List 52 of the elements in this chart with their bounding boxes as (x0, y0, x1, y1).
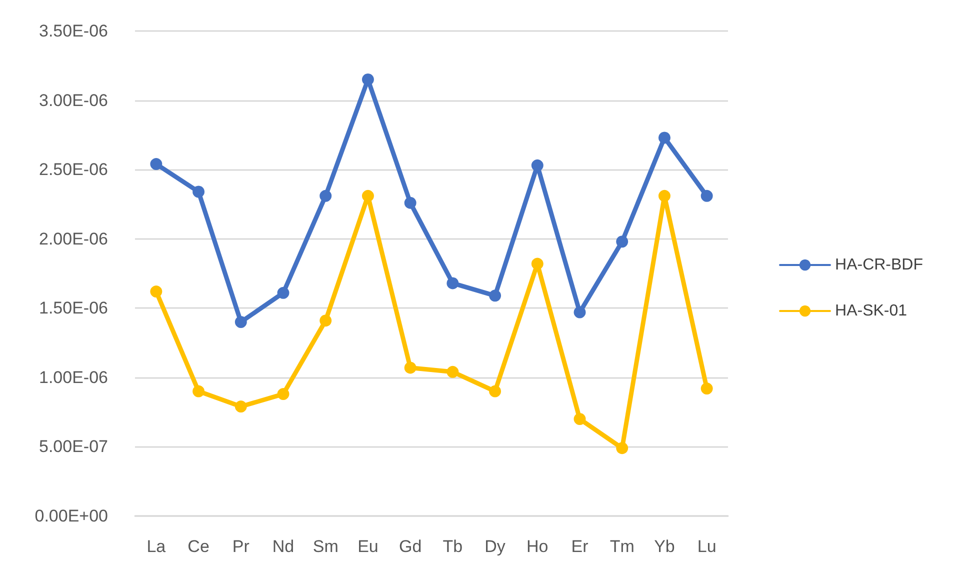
x-tick-label: Ce (188, 537, 210, 556)
x-tick-label: Dy (484, 537, 506, 556)
y-tick-label: 3.50E-06 (39, 22, 108, 40)
y-tick-label: 1.50E-06 (39, 298, 108, 318)
y-tick-label: 2.00E-06 (39, 229, 108, 248)
point (574, 413, 586, 425)
x-tick-label: Eu (358, 537, 378, 556)
point (531, 258, 544, 270)
y-tick-label: 5.00E-07 (39, 437, 108, 456)
x-tick-label: Er (571, 537, 589, 556)
point (489, 385, 502, 398)
point (362, 74, 374, 86)
point (616, 442, 628, 454)
x-tick-label: Tb (442, 537, 463, 556)
x-tick-label: Tm (610, 537, 634, 556)
x-tick-label: La (146, 537, 166, 556)
point (277, 388, 290, 400)
point (700, 382, 713, 395)
point (362, 190, 374, 202)
point (192, 186, 205, 198)
point (320, 190, 332, 202)
point (192, 385, 205, 398)
x-tick-label: Yb (654, 537, 675, 556)
point (700, 190, 713, 202)
y-tick-label: 2.50E-06 (39, 160, 108, 180)
legend-label: HA-SK-01 (835, 302, 908, 320)
point (658, 132, 670, 144)
point (277, 286, 290, 299)
point (531, 159, 544, 172)
point (446, 366, 459, 378)
x-tick-label: Lu (697, 537, 716, 556)
point (574, 306, 586, 318)
point (404, 362, 416, 374)
point (320, 314, 332, 327)
x-tick-label: Sm (312, 537, 338, 556)
y-tick-label: 3.00E-06 (39, 90, 108, 110)
point (446, 277, 459, 290)
point (150, 158, 162, 170)
x-tick-label: Pr (232, 537, 250, 556)
point (489, 290, 502, 302)
y-tick-label: 1.00E-06 (39, 368, 108, 387)
x-tick-label: Ho (526, 537, 548, 556)
x-tick-label: Nd (272, 537, 294, 556)
point (616, 236, 628, 248)
point (658, 190, 670, 202)
point (234, 400, 247, 413)
point (404, 196, 416, 209)
point (150, 286, 162, 298)
point (234, 316, 247, 328)
x-tick-label: Gd (398, 537, 422, 556)
legend-label: HA-CR-BDF (835, 256, 924, 274)
y-tick-label: 0.00E+00 (34, 506, 108, 526)
